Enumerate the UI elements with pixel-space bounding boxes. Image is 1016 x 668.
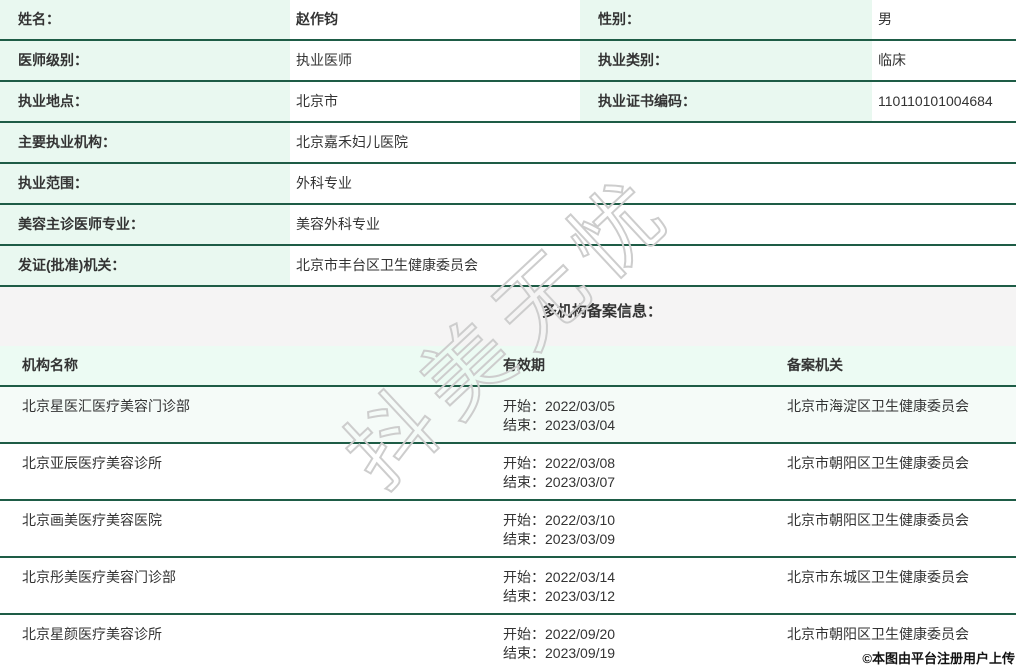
doctor-level-label: 医师级别： <box>0 41 290 80</box>
validity-start: 开始：2022/03/14 <box>503 569 616 585</box>
validity-start: 开始：2022/03/08 <box>503 455 616 471</box>
info-row-scope: 执业范围： 外科专业 <box>0 164 1016 205</box>
cosmetic-specialty-value: 美容外科专业 <box>296 216 380 232</box>
cosmetic-specialty-label: 美容主诊医师专业： <box>0 205 290 244</box>
info-row-level-category: 医师级别： 执业医师 执业类别： 临床 <box>0 41 1016 82</box>
cert-number-value: 110110101004684 <box>878 93 993 109</box>
org-name: 北京星颜医疗美容诊所 <box>22 626 162 642</box>
validity-period: 开始：2022/03/08 结束：2023/03/07 <box>481 444 765 499</box>
practice-scope-value: 外科专业 <box>296 175 352 191</box>
name-label: 姓名： <box>0 0 290 39</box>
validity-start: 开始：2022/03/10 <box>503 512 616 528</box>
filing-authority: 北京市朝阳区卫生健康委员会 <box>787 512 969 528</box>
practice-scope-label: 执业范围： <box>0 164 290 203</box>
doctor-level-value: 执业医师 <box>296 52 352 68</box>
filing-table-row: 北京亚辰医疗美容诊所 开始：2022/03/08 结束：2023/03/07 北… <box>0 444 1016 501</box>
practice-place-value: 北京市 <box>296 93 338 109</box>
validity-end: 结束：2023/09/19 <box>503 645 616 661</box>
practice-category-value: 临床 <box>878 52 906 68</box>
filing-authority: 北京市朝阳区卫生健康委员会 <box>787 626 969 642</box>
filing-table-row: 北京星医汇医疗美容门诊部 开始：2022/03/05 结束：2023/03/04… <box>0 387 1016 444</box>
validity-end: 结束：2023/03/12 <box>503 588 616 604</box>
validity-period: 开始：2022/03/05 结束：2023/03/04 <box>481 387 765 442</box>
org-name-header: 机构名称 <box>22 357 78 373</box>
validity-start: 开始：2022/03/05 <box>503 398 616 414</box>
filing-authority: 北京市海淀区卫生健康委员会 <box>787 398 969 414</box>
info-row-place-certno: 执业地点： 北京市 执业证书编码： 110110101004684 <box>0 82 1016 123</box>
issuing-authority-label: 发证(批准)机关： <box>0 246 290 285</box>
info-row-main-org: 主要执业机构： 北京嘉禾妇儿医院 <box>0 123 1016 164</box>
validity-period: 开始：2022/03/10 结束：2023/03/09 <box>481 501 765 556</box>
multi-org-filing-section-title: 多机构备案信息： <box>0 287 1016 346</box>
org-name: 北京亚辰医疗美容诊所 <box>22 455 162 471</box>
practice-place-label: 执业地点： <box>0 82 290 121</box>
org-name: 北京彤美医疗美容门诊部 <box>22 569 176 585</box>
filing-table-row: 北京星颜医疗美容诊所 开始：2022/09/20 结束：2023/09/19 北… <box>0 615 1016 668</box>
gender-label: 性别： <box>580 0 872 39</box>
validity-end: 结束：2023/03/07 <box>503 474 616 490</box>
filing-table-header: 机构名称 有效期 备案机关 <box>0 346 1016 387</box>
filing-authority-header: 备案机关 <box>787 357 843 373</box>
gender-value: 男 <box>878 11 892 27</box>
main-org-label: 主要执业机构： <box>0 123 290 162</box>
validity-start: 开始：2022/09/20 <box>503 626 616 642</box>
filing-table-row: 北京彤美医疗美容门诊部 开始：2022/03/14 结束：2023/03/12 … <box>0 558 1016 615</box>
info-row-issuing-authority: 发证(批准)机关： 北京市丰台区卫生健康委员会 <box>0 246 1016 287</box>
filing-table-row: 北京画美医疗美容医院 开始：2022/03/10 结束：2023/03/09 北… <box>0 501 1016 558</box>
org-name: 北京星医汇医疗美容门诊部 <box>22 398 190 414</box>
org-name: 北京画美医疗美容医院 <box>22 512 162 528</box>
validity-header: 有效期 <box>503 357 545 373</box>
validity-period: 开始：2022/09/20 结束：2023/09/19 <box>481 615 765 668</box>
filing-authority: 北京市东城区卫生健康委员会 <box>787 569 969 585</box>
name-value: 赵作钧 <box>296 11 338 27</box>
filing-authority: 北京市朝阳区卫生健康委员会 <box>787 455 969 471</box>
issuing-authority-value: 北京市丰台区卫生健康委员会 <box>296 257 478 273</box>
practice-category-label: 执业类别： <box>580 41 872 80</box>
cert-number-label: 执业证书编码： <box>580 82 872 121</box>
info-row-cosmetic-specialty: 美容主诊医师专业： 美容外科专业 <box>0 205 1016 246</box>
validity-end: 结束：2023/03/09 <box>503 531 616 547</box>
validity-period: 开始：2022/03/14 结束：2023/03/12 <box>481 558 765 613</box>
validity-end: 结束：2023/03/04 <box>503 417 616 433</box>
upload-copyright-stamp: ©本图由平台注册用户上传 <box>862 651 1015 666</box>
main-org-value: 北京嘉禾妇儿医院 <box>296 134 408 150</box>
info-row-name-gender: 姓名： 赵作钧 性别： 男 <box>0 0 1016 41</box>
